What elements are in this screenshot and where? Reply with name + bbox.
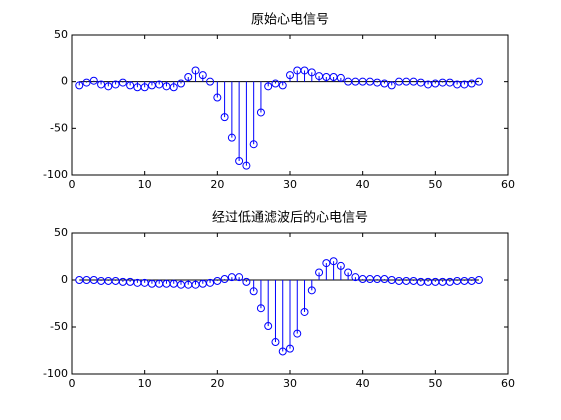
x-tick-label: 30: [283, 377, 297, 390]
x-tick-label: 10: [138, 178, 152, 191]
stem-marker: [75, 81, 84, 90]
stem-marker: [329, 257, 338, 266]
stem-marker: [206, 278, 215, 287]
y-tick-label: 50: [54, 28, 68, 41]
stem-marker: [256, 304, 265, 313]
stem-marker: [184, 73, 193, 81]
stem-marker: [474, 276, 483, 284]
stem-marker: [416, 78, 425, 87]
stem-marker: [220, 113, 229, 122]
x-tick-label: 40: [356, 178, 370, 191]
stem-marker: [104, 82, 113, 91]
stem-marker: [249, 287, 258, 296]
y-tick-label: 0: [61, 75, 68, 88]
stem-marker: [169, 83, 178, 92]
stem-marker: [97, 80, 106, 89]
x-tick-label: 0: [69, 178, 76, 191]
x-tick-label: 50: [428, 377, 442, 390]
stem-marker: [264, 322, 273, 331]
y-tick-label: -100: [43, 168, 68, 181]
axes-box: [71, 34, 509, 176]
x-tick-label: 60: [501, 377, 515, 390]
x-tick-label: 30: [283, 178, 297, 191]
stem-marker: [474, 77, 483, 86]
stem-marker: [307, 68, 316, 77]
stem-marker: [278, 347, 287, 356]
stem-marker: [242, 161, 251, 170]
stem-marker: [111, 80, 120, 89]
stem-marker: [155, 80, 164, 89]
stem-marker: [351, 273, 360, 282]
stem-marker: [380, 79, 389, 88]
stem-marker: [118, 78, 127, 87]
x-tick-label: 50: [428, 178, 442, 191]
stem-marker: [126, 81, 135, 90]
y-tick-label: -50: [50, 121, 68, 134]
stem-marker: [278, 81, 287, 90]
stem-marker: [89, 76, 98, 85]
x-tick-label: 0: [69, 377, 76, 390]
y-tick-label: 50: [54, 226, 68, 239]
stem-marker: [256, 108, 265, 117]
stem-marker: [177, 79, 185, 88]
stem-marker: [140, 83, 149, 92]
stem-marker: [307, 286, 316, 295]
y-tick-label: -100: [43, 367, 68, 380]
stem-marker: [271, 79, 280, 88]
stem-marker: [387, 81, 396, 90]
stem-marker: [286, 344, 294, 353]
stem-marker: [198, 71, 207, 80]
x-tick-label: 10: [138, 377, 152, 390]
stem-marker: [344, 268, 353, 277]
stem-marker: [249, 140, 258, 149]
stem-marker: [264, 82, 273, 91]
stem-marker: [336, 73, 345, 82]
chart-title: 经过低通滤波后的心电信号: [212, 210, 368, 226]
stem-marker: [206, 77, 215, 86]
stem-marker: [300, 66, 309, 75]
stem-marker: [315, 268, 324, 277]
stem-marker: [293, 329, 302, 338]
stem-marker: [467, 79, 476, 88]
stem-marker: [242, 277, 251, 286]
stem-marker: [336, 261, 345, 270]
stem-marker: [213, 276, 222, 285]
stem-marker: [322, 259, 331, 268]
chart-title: 原始心电信号: [251, 13, 329, 28]
x-tick-label: 20: [210, 377, 224, 390]
stem-marker: [191, 66, 200, 75]
y-tick-label: -50: [50, 320, 68, 333]
stem-marker: [220, 275, 229, 284]
stem-marker: [445, 78, 454, 87]
stem-marker: [300, 307, 309, 316]
x-tick-label: 40: [356, 377, 370, 390]
x-tick-label: 60: [501, 178, 515, 191]
y-tick-label: 0: [61, 273, 68, 286]
stem-marker: [286, 71, 294, 80]
stem-marker: [235, 273, 244, 282]
stem-marker: [235, 157, 244, 165]
x-tick-label: 20: [210, 178, 224, 191]
stem-marker: [213, 93, 222, 102]
stem-marker: [82, 78, 91, 87]
stem-marker: [271, 338, 280, 347]
stem-marker: [227, 133, 236, 142]
